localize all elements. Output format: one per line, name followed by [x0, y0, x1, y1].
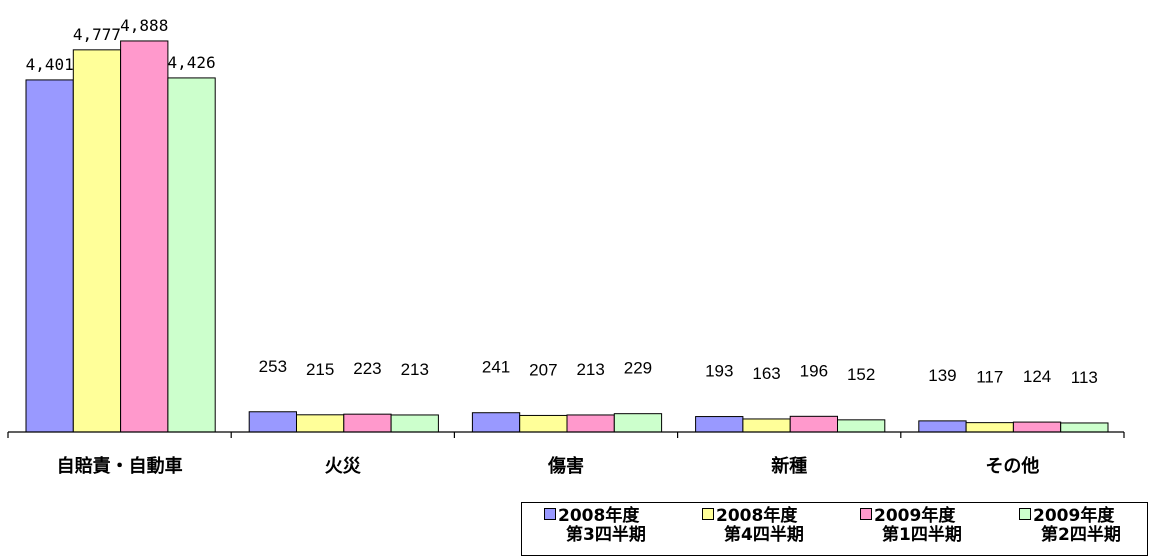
bar-3-2 — [789, 415, 839, 433]
x-axis — [7, 431, 1125, 438]
legend-swatch — [1019, 508, 1031, 520]
data-labels-group: 4,401 4,777 4,888 4,426 253 215 223 213 241 207 21… — [26, 16, 1098, 387]
category-label-1: 火災 — [325, 456, 362, 477]
bar-chart: 4,401 4,777 4,888 4,426 253 215 223 213 241 207 21… — [7, 16, 1125, 477]
data-label-4-3: 113 — [1071, 368, 1098, 387]
bar-2-0 — [471, 412, 521, 433]
data-label-1-1: 215 — [306, 360, 334, 379]
bar-1-0 — [248, 411, 297, 433]
legend-item-s3: 2009年度 第2四半期 — [1019, 507, 1121, 545]
category-label-3: 新種 — [771, 455, 807, 477]
category-labels-group: 自賠責・自動車 火災 傷害 新種 その他 — [57, 455, 1040, 477]
category-label-4: その他 — [985, 455, 1039, 477]
bars-group — [25, 40, 1109, 433]
legend-swatch — [702, 508, 714, 520]
data-label-0-3: 4,426 — [167, 53, 215, 72]
data-label-0-0: 4,401 — [26, 55, 74, 74]
bar-3-1 — [742, 418, 791, 433]
legend-swatch — [544, 508, 556, 520]
data-label-4-0: 139 — [928, 366, 956, 385]
legend-label-line2: 第3四半期 — [566, 525, 646, 545]
legend: 2008年度 第3四半期 2008年度 第4四半期 2009年度 第1四半期 2… — [521, 502, 1148, 556]
legend-item-s2: 2009年度 第1四半期 — [860, 507, 962, 545]
bar-0-3 — [167, 77, 216, 433]
bar-0-2 — [120, 40, 169, 433]
legend-label-line1: 2008年度 — [716, 506, 798, 526]
bar-3-0 — [695, 416, 744, 433]
legend-label-line1: 2008年度 — [558, 506, 640, 526]
data-label-2-3: 229 — [624, 359, 652, 378]
data-label-0-1: 4,777 — [73, 25, 121, 44]
legend-item-s1: 2008年度 第4四半期 — [702, 507, 804, 545]
category-label-2: 傷害 — [547, 455, 584, 477]
data-label-4-2: 124 — [1023, 367, 1051, 386]
data-label-2-2: 213 — [576, 360, 604, 379]
data-label-4-1: 117 — [976, 368, 1003, 387]
data-label-2-0: 241 — [482, 358, 510, 377]
category-label-0: 自賠責・自動車 — [57, 455, 183, 477]
bar-2-2 — [566, 414, 615, 433]
data-label-3-3: 152 — [847, 365, 875, 384]
data-label-2-1: 207 — [529, 360, 557, 379]
bar-0-1 — [72, 49, 122, 433]
data-label-0-2: 4,888 — [120, 16, 168, 35]
bar-4-0 — [918, 420, 967, 433]
data-label-3-2: 196 — [800, 361, 828, 380]
data-label-1-0: 253 — [259, 357, 287, 376]
data-label-1-2: 223 — [353, 359, 381, 378]
legend-swatch — [860, 508, 872, 520]
bar-2-3 — [613, 413, 663, 433]
bar-3-3 — [837, 419, 886, 433]
data-label-3-1: 163 — [752, 364, 780, 383]
bar-2-1 — [519, 414, 568, 433]
bar-1-3 — [390, 414, 439, 433]
bar-1-1 — [296, 414, 345, 433]
legend-label-line1: 2009年度 — [1033, 506, 1115, 526]
legend-label-line2: 第4四半期 — [724, 525, 804, 545]
bar-4-1 — [965, 422, 1014, 433]
data-label-1-3: 213 — [401, 360, 429, 379]
legend-label-line2: 第1四半期 — [882, 525, 962, 545]
legend-item-s0: 2008年度 第3四半期 — [544, 507, 646, 545]
legend-label-line2: 第2四半期 — [1041, 525, 1121, 545]
bar-0-0 — [25, 79, 74, 433]
bar-1-2 — [343, 413, 392, 433]
data-label-3-0: 193 — [705, 362, 733, 381]
legend-label-line1: 2009年度 — [874, 506, 956, 526]
bar-4-3 — [1060, 422, 1109, 433]
bar-4-2 — [1012, 421, 1062, 433]
